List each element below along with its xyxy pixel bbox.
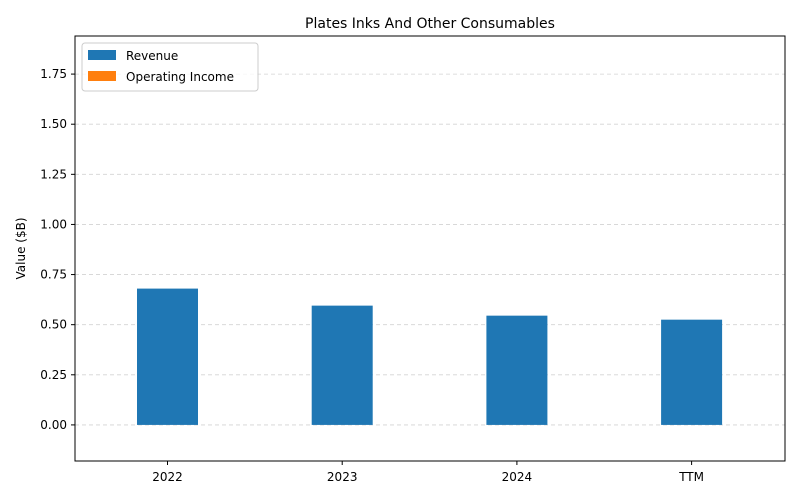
y-axis: 0.00 0.25 0.50 0.75 1.00 1.25 1.50 1.75 [40,67,75,432]
legend-label-revenue: Revenue [126,49,178,63]
x-tick-label-2023: 2023 [327,470,358,484]
y-tick-label: 0.00 [40,418,67,432]
legend: Revenue Operating Income [81,42,259,92]
bar-revenue-ttm [661,319,723,425]
x-axis: 2022 2023 2024 TTM [152,461,704,484]
x-tick-label-ttm: TTM [678,470,704,484]
x-tick-label-2024: 2024 [502,470,533,484]
y-tick-label: 1.50 [40,117,67,131]
y-tick-label: 0.25 [40,368,67,382]
y-axis-title: Value ($B) [14,218,28,280]
x-tick-label-2022: 2022 [152,470,183,484]
bar-revenue-2024 [486,315,548,425]
bars [137,288,723,425]
plot-frame [74,35,786,462]
legend-swatch-operating-income [88,71,116,81]
y-tick-label: 1.25 [40,167,67,181]
y-tick-label: 1.75 [40,67,67,81]
legend-label-operating-income: Operating Income [126,70,234,84]
y-tick-label: 0.50 [40,318,67,332]
y-tick-label: 1.00 [40,217,67,231]
chart-title: Plates Inks And Other Consumables [305,16,555,32]
bar-revenue-2022 [137,288,198,425]
legend-swatch-revenue [88,50,116,60]
bar-revenue-2023 [311,305,373,425]
y-tick-label: 0.75 [40,268,67,282]
legend-box [81,42,259,92]
